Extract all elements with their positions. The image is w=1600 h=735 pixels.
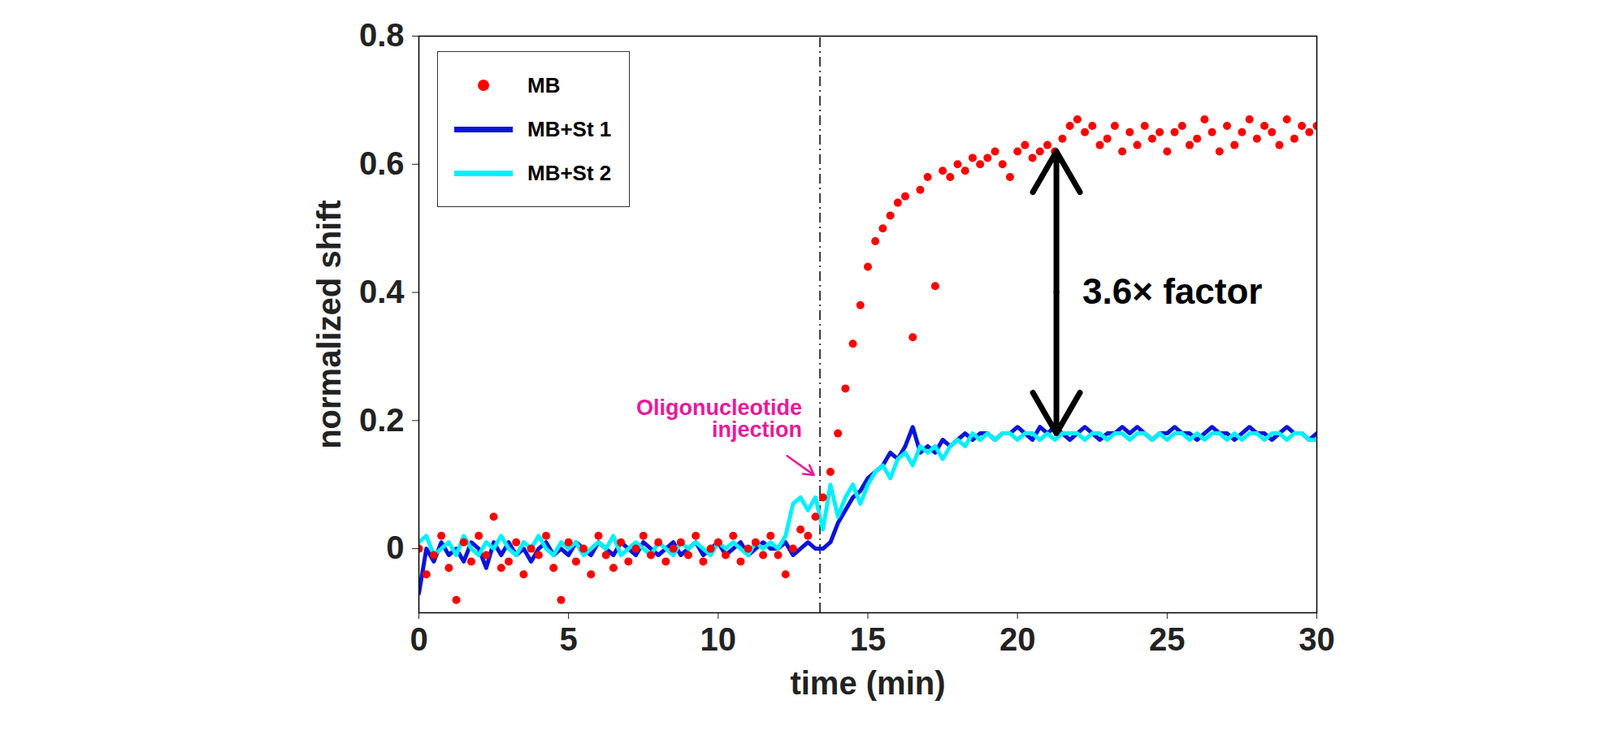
svg-text:30: 30: [1298, 621, 1336, 658]
svg-text:0.8: 0.8: [359, 17, 405, 53]
svg-text:0.4: 0.4: [359, 273, 405, 310]
svg-text:5: 5: [559, 621, 578, 658]
html-text:MB+St 1: MB+St 1: [527, 116, 612, 141]
svg-text:25: 25: [1149, 621, 1186, 658]
svg-text:0: 0: [409, 621, 428, 658]
svg-text:Oligonucleotideinjection: Oligonucleotideinjection: [636, 395, 803, 443]
svg-text:time (min): time (min): [789, 665, 946, 702]
svg-text:0.6: 0.6: [359, 145, 405, 182]
svg-text:10: 10: [700, 621, 738, 658]
svg-text:15: 15: [849, 621, 887, 658]
svg-text:20: 20: [999, 621, 1037, 658]
svg-text:0: 0: [385, 529, 404, 566]
html-text:MB+St 2: MB+St 2: [527, 160, 612, 185]
svg-text:normalized shift: normalized shift: [311, 199, 347, 450]
html-text:MB: MB: [527, 72, 561, 98]
svg-text:0.2: 0.2: [359, 402, 405, 438]
svg-text:3.6× factor: 3.6× factor: [1082, 271, 1262, 312]
